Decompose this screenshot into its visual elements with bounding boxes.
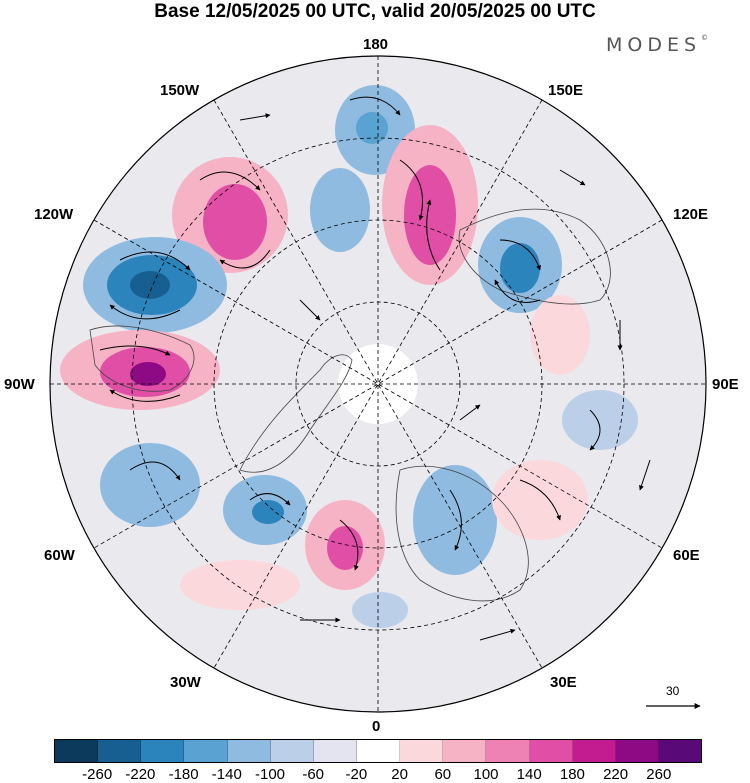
meridian-label-180: 180 <box>363 36 389 53</box>
brand-text: MODES <box>606 34 702 56</box>
meridian-label-0: 0 <box>372 718 381 735</box>
brand-mark: © <box>701 34 709 42</box>
wind-vectors <box>99 96 651 641</box>
meridian-label-120w: 120W <box>34 206 74 223</box>
colorbar-swatch <box>313 740 357 762</box>
meridian-label-60w: 60W <box>44 547 75 564</box>
colorbar-tick-label: 180 <box>559 766 585 783</box>
brand-logo: MODES© <box>606 34 708 56</box>
colorbar-tick-label: -20 <box>345 766 368 783</box>
colorbar-swatch <box>658 740 702 762</box>
colorbar-tick-label: -220 <box>125 766 156 783</box>
meridian-label-150e: 150E <box>548 82 584 99</box>
colorbar-swatch <box>486 740 530 762</box>
colorbar-swatch <box>55 740 99 762</box>
colorbar-tick-label: -260 <box>82 766 113 783</box>
graticule <box>50 56 706 712</box>
colorbar-swatch <box>227 740 271 762</box>
colorbar-swatch <box>529 740 573 762</box>
meridian-label-30w: 30W <box>170 674 201 691</box>
colorbar-tick-label: 140 <box>516 766 542 783</box>
vector-scale-label: 30 <box>666 684 680 698</box>
meridian-label-60e: 60E <box>673 547 700 564</box>
colorbar <box>54 739 702 763</box>
map-boundary <box>49 55 707 713</box>
colorbar-swatch <box>141 740 185 762</box>
colorbar-swatch <box>184 740 228 762</box>
map-title: Base 12/05/2025 00 UTC, valid 20/05/2025… <box>154 1 596 22</box>
colorbar-swatch <box>400 740 444 762</box>
colorbar-tick-label: -140 <box>211 766 242 783</box>
colorbar-tick-label: 260 <box>646 766 672 783</box>
colorbar-tick-label: -60 <box>302 766 325 783</box>
meridian-label-90e: 90E <box>712 376 739 393</box>
colorbar-swatch <box>356 740 401 762</box>
meridian-label-30e: 30E <box>550 674 577 691</box>
colorbar-swatch <box>270 740 314 762</box>
colorbar-swatch <box>572 740 616 762</box>
meridian-label-150w: 150W <box>160 82 200 99</box>
colorbar-swatch <box>443 740 487 762</box>
colorbar-tick-label: 20 <box>391 766 408 783</box>
meridian-label-90w: 90W <box>4 376 35 393</box>
colorbar-swatch <box>98 740 142 762</box>
colorbar-tick-label: 100 <box>473 766 499 783</box>
colorbar-tick-label: 60 <box>434 766 452 783</box>
meridian-label-120e: 120E <box>673 206 709 223</box>
colorbar-tick-label: -180 <box>168 766 199 783</box>
colorbar-tick-label: -100 <box>254 766 286 783</box>
coastlines <box>89 208 611 602</box>
colorbar-tick-label: 220 <box>603 766 629 783</box>
anomaly-fields <box>60 85 638 628</box>
colorbar-swatch <box>615 740 659 762</box>
